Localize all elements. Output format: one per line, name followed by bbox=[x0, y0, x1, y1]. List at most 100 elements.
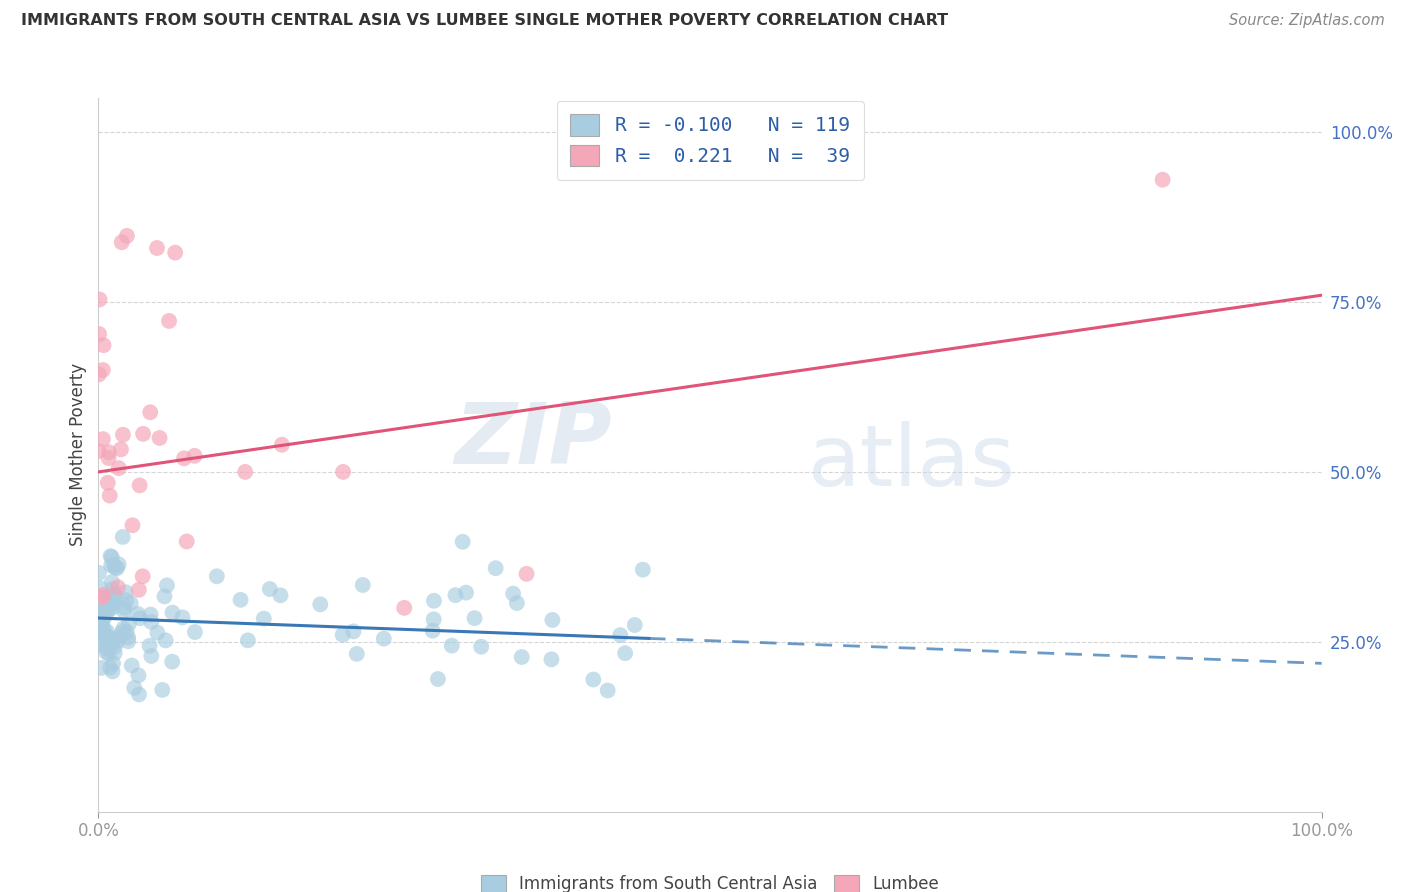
Point bbox=[97, 632, 120, 646]
Point bbox=[162, 606, 184, 620]
Point bbox=[103, 587, 125, 601]
Point bbox=[107, 580, 129, 594]
Point bbox=[502, 587, 524, 601]
Point bbox=[110, 442, 132, 457]
Point bbox=[122, 681, 145, 695]
Point bbox=[90, 600, 112, 615]
Point bbox=[515, 566, 537, 581]
Point bbox=[596, 683, 619, 698]
Point bbox=[173, 451, 195, 466]
Point bbox=[120, 596, 142, 610]
Point bbox=[94, 602, 117, 616]
Point bbox=[87, 444, 110, 458]
Point bbox=[114, 585, 136, 599]
Point bbox=[114, 600, 136, 615]
Point bbox=[100, 549, 122, 563]
Point bbox=[138, 639, 160, 653]
Text: atlas: atlas bbox=[808, 420, 1017, 504]
Point bbox=[139, 607, 162, 622]
Point bbox=[132, 426, 155, 441]
Point bbox=[270, 438, 294, 452]
Point bbox=[141, 648, 163, 663]
Point bbox=[150, 682, 173, 697]
Point bbox=[111, 427, 134, 442]
Text: Source: ZipAtlas.com: Source: ZipAtlas.com bbox=[1229, 13, 1385, 29]
Point bbox=[91, 432, 114, 446]
Point bbox=[101, 582, 124, 596]
Point bbox=[115, 228, 138, 243]
Point bbox=[128, 478, 150, 492]
Point bbox=[96, 628, 118, 642]
Point bbox=[157, 314, 180, 328]
Point bbox=[107, 558, 129, 572]
Point bbox=[93, 338, 115, 352]
Point bbox=[540, 652, 562, 666]
Point bbox=[422, 612, 444, 626]
Point bbox=[101, 665, 124, 679]
Point bbox=[149, 431, 172, 445]
Point bbox=[111, 625, 134, 640]
Point bbox=[87, 368, 110, 382]
Point bbox=[506, 596, 529, 610]
Point bbox=[259, 582, 281, 596]
Point bbox=[115, 593, 138, 607]
Point bbox=[233, 465, 256, 479]
Point bbox=[614, 646, 637, 660]
Point bbox=[160, 655, 183, 669]
Point bbox=[97, 633, 120, 648]
Point bbox=[146, 625, 169, 640]
Point bbox=[623, 618, 645, 632]
Point bbox=[101, 574, 124, 589]
Point bbox=[105, 561, 128, 575]
Point bbox=[107, 633, 129, 648]
Text: ZIP: ZIP bbox=[454, 399, 612, 483]
Point bbox=[87, 326, 110, 341]
Point bbox=[97, 451, 120, 466]
Point bbox=[352, 578, 374, 592]
Point bbox=[156, 578, 179, 592]
Point bbox=[332, 628, 354, 642]
Text: IMMIGRANTS FROM SOUTH CENTRAL ASIA VS LUMBEE SINGLE MOTHER POVERTY CORRELATION C: IMMIGRANTS FROM SOUTH CENTRAL ASIA VS LU… bbox=[21, 13, 948, 29]
Point bbox=[464, 611, 486, 625]
Point bbox=[100, 550, 122, 565]
Point bbox=[115, 625, 138, 640]
Point bbox=[111, 530, 134, 544]
Point bbox=[121, 658, 143, 673]
Point bbox=[342, 624, 364, 639]
Point bbox=[89, 623, 111, 637]
Point bbox=[392, 600, 416, 615]
Point bbox=[89, 625, 111, 640]
Point bbox=[451, 534, 474, 549]
Point bbox=[90, 617, 112, 632]
Point bbox=[184, 625, 207, 640]
Point bbox=[309, 598, 332, 612]
Point bbox=[444, 588, 467, 602]
Point bbox=[94, 599, 117, 613]
Point bbox=[129, 611, 152, 625]
Point bbox=[112, 622, 135, 636]
Point bbox=[89, 581, 111, 595]
Point bbox=[104, 589, 127, 603]
Point bbox=[97, 603, 120, 617]
Point bbox=[582, 673, 605, 687]
Point bbox=[87, 609, 110, 624]
Point bbox=[112, 604, 135, 618]
Point bbox=[422, 624, 444, 638]
Point bbox=[93, 607, 115, 621]
Point bbox=[91, 363, 114, 377]
Point bbox=[176, 534, 198, 549]
Point bbox=[346, 647, 368, 661]
Point bbox=[165, 245, 187, 260]
Point bbox=[96, 645, 118, 659]
Point bbox=[101, 657, 124, 671]
Point bbox=[100, 639, 122, 653]
Point bbox=[101, 600, 124, 615]
Point bbox=[155, 633, 177, 648]
Point bbox=[172, 610, 194, 624]
Point bbox=[91, 614, 114, 628]
Point bbox=[103, 632, 125, 646]
Point bbox=[104, 596, 127, 610]
Point bbox=[98, 591, 121, 605]
Point bbox=[96, 624, 118, 639]
Point bbox=[128, 687, 150, 701]
